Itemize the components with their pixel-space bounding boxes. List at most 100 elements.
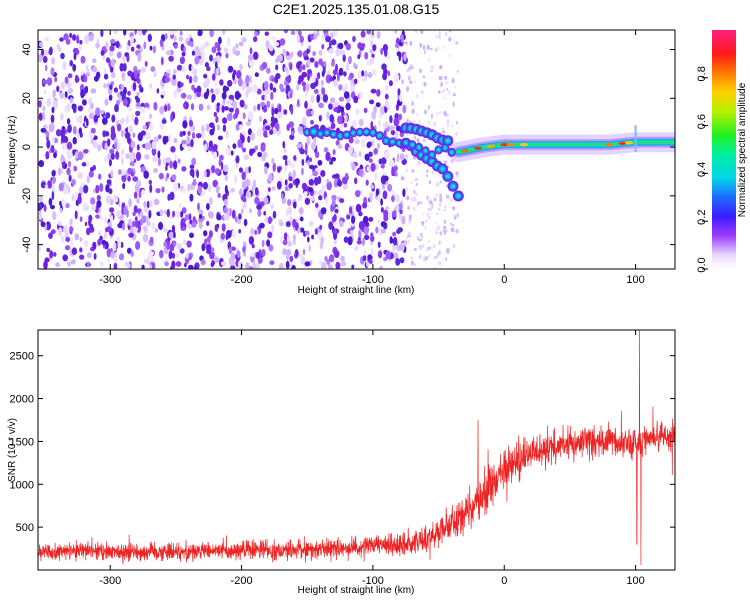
spectrogram-cell <box>88 97 92 105</box>
spectrogram-cell <box>333 179 339 188</box>
spectrogram-cell <box>326 258 331 266</box>
spectrogram-cell <box>435 231 438 235</box>
carrier-blob-core <box>430 153 434 157</box>
spectrogram-cell <box>439 65 443 70</box>
spectrogram-cell <box>49 46 53 56</box>
spectrogram-cell <box>61 136 65 142</box>
spectrogram-cell <box>72 63 77 72</box>
carrier-blob-core <box>378 134 381 138</box>
spectrogram-cell <box>306 48 310 54</box>
spectrogram-cell <box>384 47 388 57</box>
spectrogram-cell <box>317 175 322 185</box>
spectrogram-cell <box>439 197 442 203</box>
spectrogram-cell <box>143 207 149 213</box>
spectrogram-cell <box>297 253 303 259</box>
carrier-blob-core <box>371 131 375 135</box>
spectrogram-cell <box>247 54 254 61</box>
spectrogram-cell <box>377 250 383 259</box>
spectrogram-cell <box>411 169 415 173</box>
spectrogram-cell <box>413 189 416 194</box>
spectrogram-cell <box>91 205 97 211</box>
spectrogram-cell <box>89 223 93 229</box>
spectrogram-cell <box>294 178 300 186</box>
spectrogram-cell <box>293 201 297 209</box>
spectrogram-cell <box>376 218 380 226</box>
spectrogram-cell <box>397 88 401 96</box>
spectrogram-cell <box>282 239 288 246</box>
spectrogram-cell <box>192 125 195 132</box>
carrier-blob-core <box>384 139 388 143</box>
spectrogram-cell <box>253 261 256 269</box>
spectrogram-cell <box>328 103 333 110</box>
spectrogram-cell <box>77 42 83 52</box>
spectrogram-cell <box>115 40 120 49</box>
spectrogram-cell <box>212 73 216 81</box>
spectrogram-cell <box>134 69 138 79</box>
spectrogram-cell <box>87 261 90 268</box>
spectrogram-cell <box>144 61 148 67</box>
spectrogram-cell <box>291 130 294 136</box>
spectrogram-cell <box>364 153 370 161</box>
spectrogram-cell <box>349 229 353 237</box>
spectrogram-cell <box>438 207 441 211</box>
spectrogram-cell <box>411 66 415 69</box>
spectrogram-carrier <box>303 122 675 202</box>
spectrogram-cell <box>356 240 362 245</box>
spectrogram-cell <box>284 165 288 173</box>
spectrogram-cell <box>237 139 242 148</box>
spectrogram-cell <box>121 222 126 231</box>
spectrogram-cell <box>80 89 85 99</box>
spectrogram-cell <box>172 160 178 170</box>
spectrogram-cell <box>60 156 66 163</box>
spectrogram-cell <box>72 125 77 135</box>
spectrogram-cell <box>339 220 344 228</box>
spectrogram-cell <box>347 236 353 246</box>
spectrogram-cell <box>206 203 210 211</box>
spectrogram-cell <box>59 91 65 100</box>
spectrogram-cell <box>67 150 73 160</box>
spectrogram-cell <box>77 172 83 179</box>
spectrogram-cell <box>158 172 164 180</box>
spectrogram-cell <box>50 144 55 153</box>
spectrogram-cell <box>53 152 57 159</box>
spectrogram-cell <box>307 60 311 67</box>
spectrogram-cell <box>271 116 275 124</box>
spectrogram-cell <box>156 88 160 94</box>
spectrogram-cell <box>196 91 201 98</box>
spectrogram-cell <box>363 226 369 236</box>
spectrogram-cell <box>111 72 116 79</box>
spectrogram-cell <box>282 248 287 256</box>
spectrogram-cell <box>362 202 368 209</box>
spectrogram-cell <box>84 221 88 227</box>
spectrogram-cell <box>261 61 268 70</box>
spectrogram-cell <box>165 157 172 164</box>
spectrogram-cell <box>182 187 186 194</box>
spectrogram-cell <box>241 180 247 190</box>
spectrogram-cell <box>405 243 407 247</box>
spectrogram-cell <box>240 208 244 214</box>
spectrogram-cell <box>227 65 234 73</box>
spectrogram-cell <box>290 30 296 35</box>
spectrogram-cell <box>208 230 213 239</box>
spectrogram-cell <box>318 195 323 201</box>
spectrogram-cell <box>173 89 178 99</box>
spectrogram-cell <box>328 221 334 230</box>
spectrogram-cell <box>59 37 64 42</box>
spectrogram-cell <box>198 209 204 217</box>
spectrogram-cell <box>431 203 434 209</box>
spectrogram-cell <box>362 255 367 262</box>
spectrogram-cell <box>370 32 375 39</box>
spectrogram-cell <box>415 113 419 116</box>
spectrogram-cell <box>412 119 416 124</box>
spectrogram-cell <box>212 150 217 160</box>
spectrogram-cell <box>296 143 303 149</box>
spectrogram-cell <box>286 234 290 244</box>
spectrogram-cell <box>372 68 377 76</box>
spectrogram-cell <box>135 151 142 161</box>
snr-series-line <box>38 330 675 565</box>
chart-title: C2E1.2025.135.01.08.G15 <box>273 1 440 17</box>
spectrogram-cell <box>375 102 381 108</box>
spectrogram-cell <box>215 185 220 194</box>
spectrogram-cell <box>392 243 398 250</box>
spectrogram-cell <box>204 62 209 68</box>
